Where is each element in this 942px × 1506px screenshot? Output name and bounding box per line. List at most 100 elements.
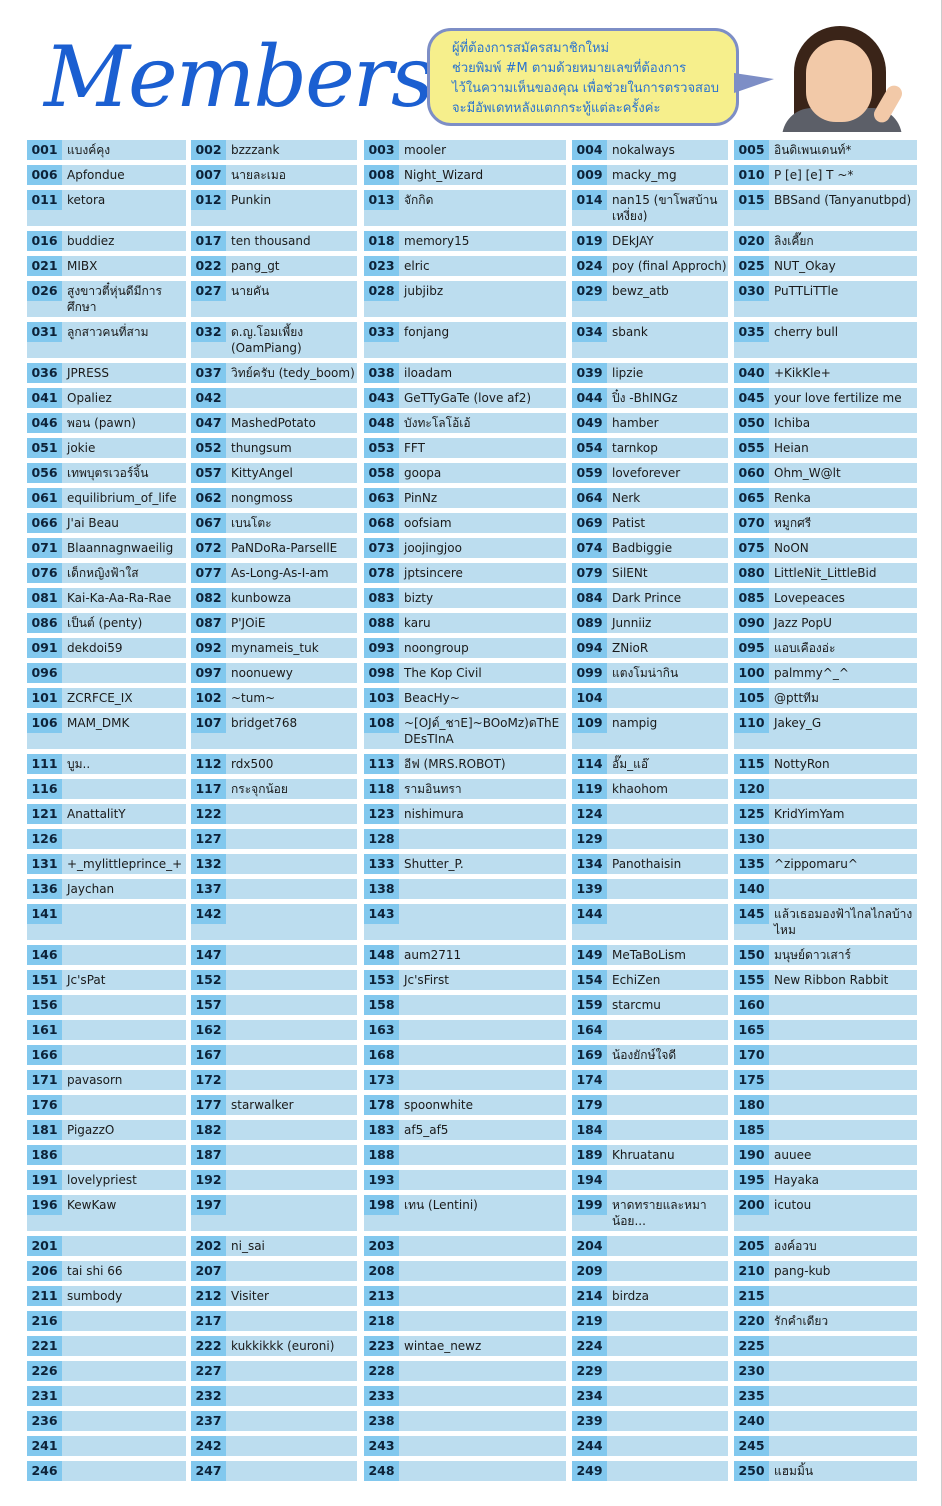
table-row: 141 142 143 144 145 แล้วเธอมองฟ้าไกลไกลบ้างไห…: [27, 904, 917, 940]
member-cell: 237: [191, 1411, 357, 1431]
member-cell: 230: [734, 1361, 917, 1381]
member-cell: 107 bridget768: [191, 713, 357, 749]
member-cell: 146: [27, 945, 186, 965]
member-name: [226, 804, 357, 824]
member-name: เด็กหญิงฟ้าใส: [67, 566, 139, 580]
member-name: [399, 1070, 566, 1090]
member-number: 129: [572, 829, 607, 849]
member-cell: 145 แล้วเธอมองฟ้าไกลไกลบ้างไหม: [734, 904, 917, 940]
member-number: 086: [27, 613, 62, 633]
member-number: 089: [572, 613, 607, 633]
member-number: 110: [734, 713, 769, 733]
member-name: [399, 995, 566, 1015]
member-name: elric: [404, 259, 430, 273]
member-cell: 213: [364, 1286, 566, 1306]
member-name: ด.ญ.โอมเพี้ยง (OamPiang): [231, 325, 304, 355]
member-number: 229: [572, 1361, 607, 1381]
member-name: ZCRFCE_IX: [67, 691, 133, 705]
member-cell: 111 บูม..: [27, 754, 186, 774]
member-cell: 103 BeacHy~: [364, 688, 566, 708]
member-cell: 219: [572, 1311, 728, 1331]
member-cell: 113 อีฟ (MRS.ROBOT): [364, 754, 566, 774]
member-cell: 023 elric: [364, 256, 566, 276]
member-name: Khruatanu: [612, 1148, 675, 1162]
member-name: [769, 1070, 917, 1090]
member-name: iloadam: [404, 366, 453, 380]
member-name: sbank: [612, 325, 648, 339]
member-cell: 142: [191, 904, 357, 940]
member-name: dekdoi59: [67, 641, 123, 655]
member-name: [226, 1311, 357, 1331]
member-name: [769, 1120, 917, 1140]
member-name: [769, 1286, 917, 1306]
member-name: [226, 1386, 357, 1406]
member-name: loveforever: [612, 466, 681, 480]
member-number: 234: [572, 1386, 607, 1406]
member-cell: 195 Hayaka: [734, 1170, 917, 1190]
member-number: 093: [364, 638, 399, 658]
member-number: 198: [364, 1195, 399, 1215]
member-cell: 050 Ichiba: [734, 413, 917, 433]
member-name: pang-kub: [774, 1264, 831, 1278]
member-name: starcmu: [612, 998, 661, 1012]
member-name: Jaychan: [67, 882, 115, 896]
member-cell: 137: [191, 879, 357, 899]
member-cell: 175: [734, 1070, 917, 1090]
member-name: spoonwhite: [404, 1098, 473, 1112]
member-number: 167: [191, 1045, 226, 1065]
member-number: 156: [27, 995, 62, 1015]
member-name: PigazzO: [67, 1123, 115, 1137]
member-cell: 158: [364, 995, 566, 1015]
member-number: 037: [191, 363, 226, 383]
member-name: [607, 879, 728, 899]
member-number: 019: [572, 231, 607, 251]
member-number: 101: [27, 688, 62, 708]
member-cell: 222 kukkikkk (euroni): [191, 1336, 357, 1356]
member-number: 170: [734, 1045, 769, 1065]
member-cell: 143: [364, 904, 566, 940]
member-name: Punkin: [231, 193, 272, 207]
member-name: แล้วเธอมองฟ้าไกลไกลบ้างไหม: [774, 907, 913, 937]
member-name: [62, 1311, 186, 1331]
member-name: [62, 1236, 186, 1256]
member-cell: 090 Jazz PopU: [734, 613, 917, 633]
member-number: 175: [734, 1070, 769, 1090]
member-cell: 235: [734, 1386, 917, 1406]
member-name: ปิ๋ง -BhINGz: [612, 391, 678, 405]
member-name: thungsum: [231, 441, 292, 455]
member-number: 249: [572, 1461, 607, 1481]
table-row: 126 127 128 129 130: [27, 829, 917, 849]
member-number: 143: [364, 904, 399, 924]
member-cell: 104: [572, 688, 728, 708]
member-name: Visiter: [231, 1289, 269, 1303]
member-cell: 064 Nerk: [572, 488, 728, 508]
member-name: [226, 945, 357, 965]
member-number: 133: [364, 854, 399, 874]
member-name: อีฟ (MRS.ROBOT): [404, 757, 506, 771]
member-cell: 013 จักกิด: [364, 190, 566, 226]
member-number: 157: [191, 995, 226, 1015]
table-row: 116 117 กระจุกน้อย 118 รามอินทรา 119 khaohom 12…: [27, 779, 917, 799]
member-name: นายคัน: [231, 284, 270, 298]
member-name: pavasorn: [67, 1073, 123, 1087]
member-cell: 052 thungsum: [191, 438, 357, 458]
member-number: 195: [734, 1170, 769, 1190]
member-cell: 083 bizty: [364, 588, 566, 608]
table-row: 171 pavasorn 172 173 174 175: [27, 1070, 917, 1090]
member-cell: 053 FFT: [364, 438, 566, 458]
member-cell: 184: [572, 1120, 728, 1140]
member-cell: 128: [364, 829, 566, 849]
member-number: 054: [572, 438, 607, 458]
member-cell: 105 @pttทีม: [734, 688, 917, 708]
member-cell: 216: [27, 1311, 186, 1331]
member-cell: 058 goopa: [364, 463, 566, 483]
member-number: 147: [191, 945, 226, 965]
member-number: 076: [27, 563, 62, 583]
member-number: 201: [27, 1236, 62, 1256]
member-cell: 155 New Ribbon Rabbit: [734, 970, 917, 990]
member-number: 199: [572, 1195, 607, 1215]
member-cell: 106 MAM_DMK: [27, 713, 186, 749]
member-number: 130: [734, 829, 769, 849]
member-name: [607, 1236, 728, 1256]
member-number: 116: [27, 779, 62, 799]
